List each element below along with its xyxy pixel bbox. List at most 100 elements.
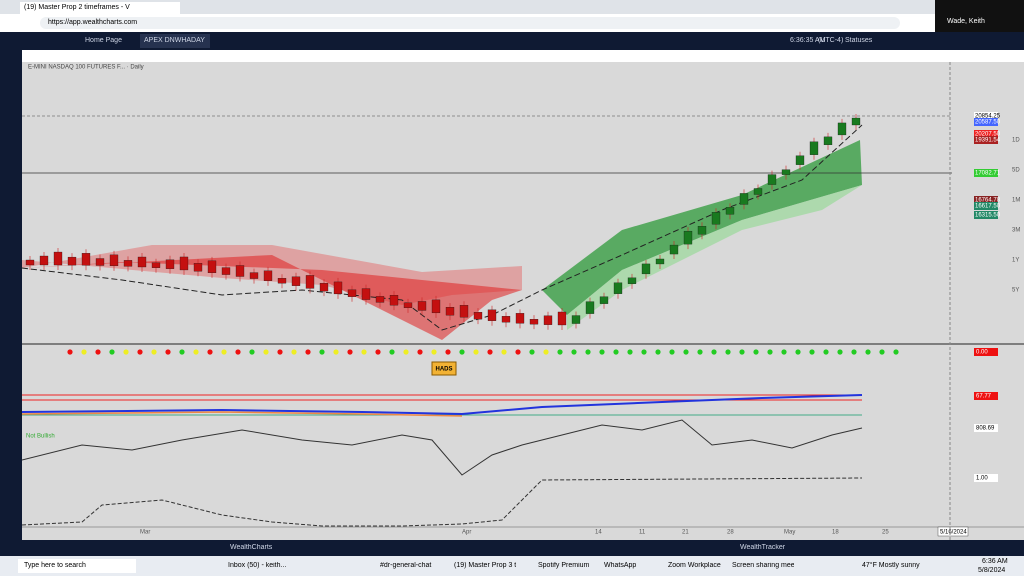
signal-dot <box>515 349 521 355</box>
price-tag-bg <box>974 130 998 138</box>
signal-dot <box>655 349 661 355</box>
signal-dot <box>235 349 241 355</box>
price-tag-bg <box>974 211 998 219</box>
signal-dot <box>291 349 297 355</box>
taskbar-app[interactable]: Screen sharing mee... <box>732 562 794 569</box>
taskbar-app[interactable]: Spotify Premium <box>538 562 590 569</box>
app-tab[interactable]: APEX DNWHADAY <box>140 34 210 48</box>
price-tag: 20587.50 <box>975 120 1001 126</box>
signal-dot <box>459 349 465 355</box>
address-bar[interactable]: https://app.wealthcharts.com <box>40 17 900 29</box>
signal-dot <box>823 349 829 355</box>
signal-dot <box>781 349 787 355</box>
weather: 47°F Mostly sunny <box>862 562 920 569</box>
candle <box>781 169 791 175</box>
signal-dot <box>725 349 731 355</box>
signal-dot <box>571 349 577 355</box>
candle <box>739 193 749 205</box>
candle <box>571 315 581 324</box>
date-tag-bg <box>937 526 969 537</box>
candle <box>851 117 861 126</box>
x-label: May <box>784 530 795 536</box>
signal-dot <box>809 349 815 355</box>
value-tag-bg <box>974 348 998 356</box>
price-tag: 20854.25 <box>975 114 1001 120</box>
candle <box>585 301 595 314</box>
signal-dot <box>109 349 115 355</box>
app-tab[interactable]: Home Page <box>85 37 122 44</box>
signal-dot <box>879 349 885 355</box>
x-label: 28 <box>727 530 734 536</box>
candle <box>669 244 679 255</box>
candle <box>599 296 609 304</box>
status[interactable]: Statuses <box>845 37 873 44</box>
date-tag: 5/16/2024 <box>940 530 967 536</box>
taskbar-app[interactable]: (19) Master Prop 3 t... <box>454 562 516 569</box>
signal-dot <box>487 349 493 355</box>
footer-bar: WealthCharts WealthTracker <box>0 540 1024 556</box>
browser-tab[interactable]: (19) Master Prop 2 timeframes - V <box>20 2 180 14</box>
signal-dot <box>613 349 619 355</box>
candle <box>305 275 315 289</box>
signal-dot <box>151 349 157 355</box>
signal-dot <box>123 349 129 355</box>
chart-area: E-MINI NASDAQ 100 FUTURES F... · Daily H… <box>22 50 1024 540</box>
taskbar-app[interactable]: #dr-general-chat <box>380 562 432 569</box>
price-tag: 17082.71 <box>975 171 1001 177</box>
x-label: 18 <box>832 530 839 536</box>
candle <box>655 258 665 265</box>
signal-dot <box>137 349 143 355</box>
signal-dot <box>165 349 171 355</box>
signal-dot <box>837 349 843 355</box>
candle <box>347 289 357 297</box>
taskbar-app[interactable]: Zoom Workplace <box>668 562 721 569</box>
signal-dot <box>431 349 437 355</box>
period-label: 3M <box>1012 228 1020 234</box>
sidebar <box>0 50 22 540</box>
line-label: Not Bullish <box>26 434 55 440</box>
candle <box>613 282 623 294</box>
candle <box>123 260 133 267</box>
signal-dot <box>179 349 185 355</box>
signal-dot <box>739 349 745 355</box>
signal-dot <box>445 349 451 355</box>
price-tag: 16617.50 <box>975 204 1001 210</box>
value-tag-bg <box>974 424 998 432</box>
signal-dot <box>333 349 339 355</box>
signal-dot <box>501 349 507 355</box>
footer-tab[interactable]: WealthCharts <box>230 544 273 551</box>
price-tag-bg <box>974 118 998 126</box>
footer-tab[interactable]: WealthTracker <box>740 544 786 551</box>
candle <box>291 276 301 286</box>
candle <box>501 316 511 323</box>
candle <box>389 295 399 306</box>
user-name: Wade, Keith <box>935 0 1024 32</box>
candle <box>319 282 329 292</box>
x-label: Apr <box>462 530 471 536</box>
signal-dot <box>277 349 283 355</box>
candle <box>725 207 735 215</box>
taskbar-app[interactable]: Inbox (50) - keith... <box>228 562 287 569</box>
tab-strip: (19) Master Prop 2 timeframes - V <box>0 0 935 14</box>
price-tag-bg <box>974 196 998 204</box>
signal-dot <box>641 349 647 355</box>
candle <box>221 267 231 275</box>
signal-dot <box>403 349 409 355</box>
value-tag-bg <box>974 392 998 400</box>
clock: 6:36:35 AM <box>790 37 826 44</box>
x-label: Mar <box>140 530 150 536</box>
x-label: 25 <box>882 530 889 536</box>
search-box[interactable]: Type here to search <box>18 559 136 573</box>
x-label: 11 <box>639 530 646 536</box>
candle <box>641 263 651 275</box>
price-tag-bg <box>974 112 998 120</box>
candle <box>795 155 805 165</box>
signal-dot <box>305 349 311 355</box>
period-label: 5Y <box>1012 288 1019 294</box>
date: 5/8/2024 <box>978 567 1006 574</box>
candle <box>53 251 63 266</box>
taskbar-app[interactable]: WhatsApp <box>604 562 637 569</box>
candle <box>277 278 287 284</box>
candle <box>151 262 161 268</box>
